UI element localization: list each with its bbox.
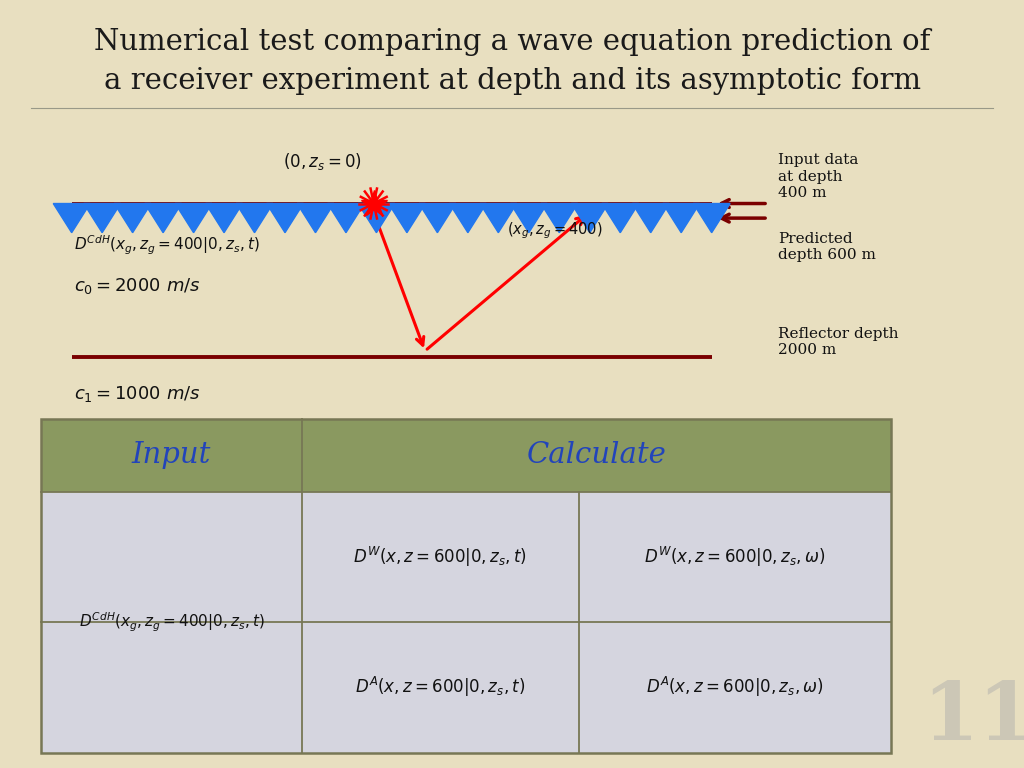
Text: $D^{CdH}(x_g, z_g = 400|0, z_s, t)$: $D^{CdH}(x_g, z_g = 400|0, z_s, t)$	[79, 611, 264, 634]
Text: a receiver experiment at depth and its asymptotic form: a receiver experiment at depth and its a…	[103, 67, 921, 94]
Polygon shape	[693, 204, 730, 233]
Polygon shape	[602, 204, 639, 233]
Text: Numerical test comparing a wave equation prediction of: Numerical test comparing a wave equation…	[94, 28, 930, 56]
Polygon shape	[480, 204, 517, 233]
Text: $D^{CdH}(x_g, z_g = 400|0, z_s, t)$: $D^{CdH}(x_g, z_g = 400|0, z_s, t)$	[74, 234, 259, 257]
Text: $c_1 = 1000\ m/s$: $c_1 = 1000\ m/s$	[74, 384, 201, 404]
Polygon shape	[328, 204, 365, 233]
FancyBboxPatch shape	[41, 622, 302, 753]
Text: $c_0 = 2000\ m/s$: $c_0 = 2000\ m/s$	[74, 276, 201, 296]
FancyBboxPatch shape	[302, 622, 579, 753]
Polygon shape	[53, 204, 90, 233]
Polygon shape	[358, 204, 395, 233]
Polygon shape	[419, 204, 456, 233]
Polygon shape	[663, 204, 699, 233]
Polygon shape	[266, 204, 303, 233]
Polygon shape	[144, 204, 181, 233]
FancyBboxPatch shape	[41, 492, 302, 622]
Polygon shape	[571, 204, 608, 233]
FancyBboxPatch shape	[579, 622, 891, 753]
Polygon shape	[632, 204, 669, 233]
Polygon shape	[84, 204, 121, 233]
Text: $D^{A}(x, z = 600|0, z_s, \omega)$: $D^{A}(x, z = 600|0, z_s, \omega)$	[646, 675, 823, 700]
Text: $(x_g, z_g = 400)$: $(x_g, z_g = 400)$	[507, 220, 602, 240]
FancyBboxPatch shape	[579, 492, 891, 622]
FancyBboxPatch shape	[302, 492, 579, 622]
Text: $(0, z_s = 0)$: $(0, z_s = 0)$	[283, 151, 362, 172]
Polygon shape	[450, 204, 486, 233]
Polygon shape	[388, 204, 425, 233]
Text: Input: Input	[132, 441, 211, 469]
Polygon shape	[175, 204, 212, 233]
Text: Reflector depth
2000 m: Reflector depth 2000 m	[778, 326, 899, 357]
Text: 11: 11	[922, 679, 1024, 757]
Polygon shape	[206, 204, 243, 233]
Text: $D^{W}(x, z = 600|0, z_s, t)$: $D^{W}(x, z = 600|0, z_s, t)$	[353, 545, 527, 569]
Polygon shape	[297, 204, 334, 233]
Text: Calculate: Calculate	[526, 441, 667, 469]
FancyBboxPatch shape	[41, 419, 302, 492]
Polygon shape	[510, 204, 547, 233]
FancyBboxPatch shape	[302, 419, 891, 492]
Polygon shape	[237, 204, 273, 233]
Text: $D^{W}(x, z = 600|0, z_s, \omega)$: $D^{W}(x, z = 600|0, z_s, \omega)$	[644, 545, 825, 569]
Text: $D^{A}(x, z = 600|0, z_s, t)$: $D^{A}(x, z = 600|0, z_s, t)$	[355, 675, 525, 700]
Polygon shape	[541, 204, 578, 233]
Text: Predicted
depth 600 m: Predicted depth 600 m	[778, 232, 877, 263]
Text: Input data
at depth
400 m: Input data at depth 400 m	[778, 154, 858, 200]
Polygon shape	[115, 204, 152, 233]
